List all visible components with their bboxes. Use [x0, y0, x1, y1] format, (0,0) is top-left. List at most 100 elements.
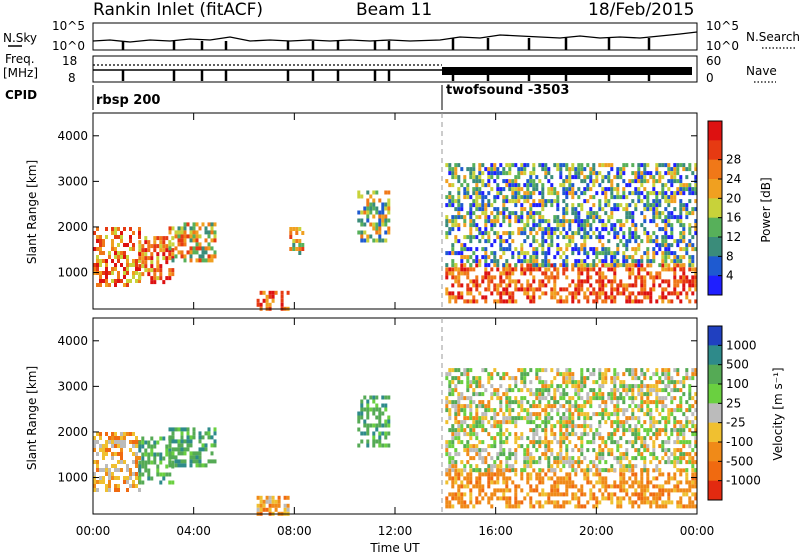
echo-cell: [466, 372, 470, 377]
echo-cell: [472, 283, 476, 288]
echo-cell: [451, 275, 455, 280]
echo-cell: [685, 504, 689, 509]
echo-cell: [529, 271, 533, 276]
echo-cell: [523, 287, 527, 292]
echo-cell: [586, 472, 590, 477]
echo-cell: [553, 504, 557, 509]
colorbar-tick-label: -100: [726, 435, 753, 449]
echo-cell: [688, 239, 692, 244]
echo-cell: [667, 267, 671, 272]
echo-cell: [132, 275, 135, 279]
echo-cell: [583, 243, 587, 248]
echo-cell: [655, 384, 659, 389]
echo-cell: [490, 424, 494, 429]
echo-cell: [688, 500, 692, 505]
echo-cell: [670, 259, 674, 264]
echo-cell: [508, 223, 512, 228]
echo-cell: [387, 230, 391, 235]
echo-cell: [502, 239, 506, 244]
echo-cell: [553, 468, 557, 473]
echo-cell: [661, 444, 665, 449]
echo-cell: [649, 263, 653, 268]
x-axis-label: Time UT: [369, 541, 420, 554]
echo-cell: [487, 179, 491, 184]
echo-cell: [601, 291, 605, 296]
echo-cell: [556, 480, 560, 485]
echo-cell: [526, 456, 530, 461]
echo-cell: [577, 384, 581, 389]
colorbar-swatch: [708, 442, 722, 462]
echo-cell: [301, 247, 305, 251]
echo-cell: [553, 191, 557, 196]
echo-cell: [592, 215, 596, 220]
echo-cell: [487, 191, 491, 196]
echo-cell: [598, 199, 602, 204]
echo-cell: [601, 392, 605, 397]
echo-cell: [207, 234, 211, 239]
echo-cell: [135, 472, 138, 476]
echo-cell: [207, 242, 211, 247]
echo-cell: [601, 163, 605, 168]
echo-cell: [93, 267, 96, 271]
echo-cell: [574, 231, 578, 236]
echo-cell: [592, 412, 596, 417]
echo-cell: [177, 439, 181, 444]
echo-cell: [129, 440, 132, 444]
echo-cell: [643, 436, 647, 441]
echo-cell: [574, 400, 578, 405]
echo-cell: [523, 496, 527, 501]
echo-cell: [378, 443, 382, 448]
echo-cell: [529, 263, 533, 268]
echo-cell: [571, 396, 575, 401]
echo-cell: [454, 460, 458, 465]
echo-cell: [592, 247, 596, 252]
echo-cell: [292, 243, 296, 247]
echo-cell: [637, 404, 641, 409]
echo-cell: [544, 388, 548, 393]
echo-cell: [517, 259, 521, 264]
echo-cell: [595, 299, 599, 304]
echo-cell: [589, 175, 593, 180]
echo-cell: [571, 404, 575, 409]
echo-cell: [505, 392, 509, 397]
echo-cell: [598, 412, 602, 417]
echo-cell: [652, 420, 656, 425]
echo-cell: [691, 283, 695, 288]
echo-cell: [360, 194, 364, 199]
echo-cell: [451, 259, 455, 264]
echo-cell: [601, 408, 605, 413]
echo-cell: [565, 259, 569, 264]
echo-cell: [186, 447, 190, 452]
echo-cell: [682, 428, 686, 433]
echo-cell: [685, 247, 689, 252]
echo-cell: [655, 392, 659, 397]
echo-cell: [183, 226, 187, 231]
echo-cell: [514, 299, 518, 304]
echo-cell: [613, 492, 617, 497]
echo-cell: [544, 408, 548, 413]
echo-cell: [499, 255, 503, 260]
echo-cell: [457, 396, 461, 401]
echo-cell: [661, 299, 665, 304]
colorbar-tick-label: 500: [726, 358, 749, 372]
echo-cell: [499, 283, 503, 288]
echo-cell: [466, 267, 470, 272]
echo-cell: [667, 368, 671, 373]
echo-cell: [126, 243, 129, 247]
echo-cell: [559, 480, 563, 485]
echo-cell: [640, 171, 644, 176]
echo-cell: [466, 368, 470, 373]
echo-cell: [114, 488, 117, 492]
echo-cell: [535, 267, 539, 272]
echo-cell: [562, 464, 566, 469]
echo-cell: [547, 400, 551, 405]
echo-cell: [505, 215, 509, 220]
echo-cell: [643, 291, 647, 296]
echo-cell: [625, 203, 629, 208]
echo-cell: [469, 400, 473, 405]
echo-cell: [213, 238, 217, 243]
echo-cell: [601, 227, 605, 232]
echo-cell: [132, 231, 135, 235]
echo-cell: [372, 222, 376, 227]
echo-cell: [610, 464, 614, 469]
